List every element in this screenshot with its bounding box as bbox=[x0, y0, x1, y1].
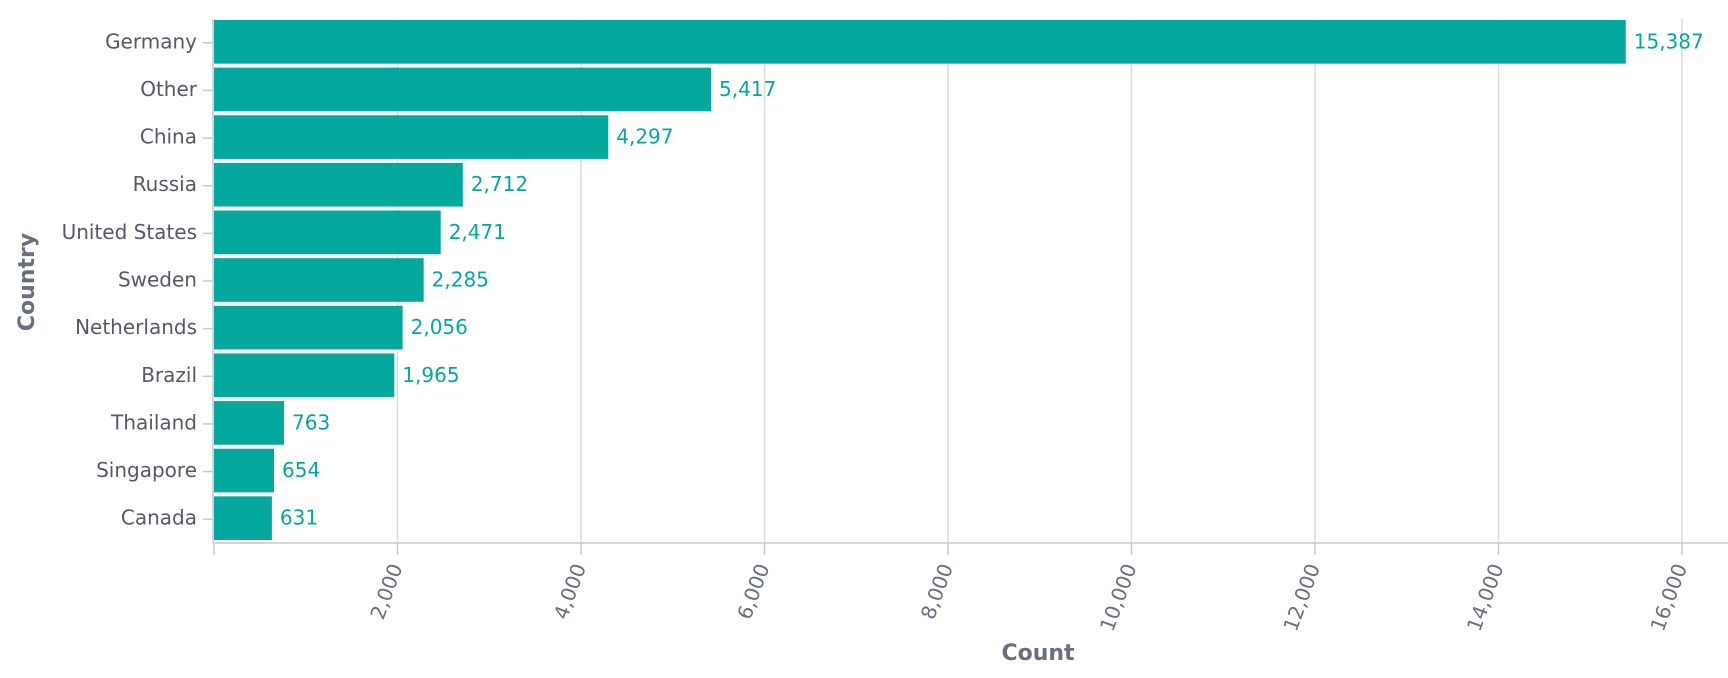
x-tick-label: 16,000 bbox=[1645, 560, 1691, 634]
x-tick-label: 12,000 bbox=[1278, 560, 1324, 634]
category-label: United States bbox=[62, 220, 197, 244]
category-label: Germany bbox=[105, 29, 197, 53]
category-label: Other bbox=[140, 77, 198, 101]
data-label: 2,712 bbox=[471, 172, 528, 196]
bar-netherlands[interactable] bbox=[214, 305, 403, 350]
x-axis-title: Count bbox=[1001, 641, 1075, 666]
bar-brazil[interactable] bbox=[214, 353, 395, 398]
category-label: Canada bbox=[121, 506, 197, 530]
bar-china[interactable] bbox=[214, 115, 609, 159]
bar-canada[interactable] bbox=[214, 496, 272, 540]
x-tick-label: 2,000 bbox=[365, 560, 407, 622]
x-tick-label: 4,000 bbox=[549, 560, 591, 622]
bar-thailand[interactable] bbox=[214, 401, 285, 445]
bars bbox=[214, 20, 1626, 540]
data-label: 631 bbox=[280, 506, 318, 530]
data-label: 2,471 bbox=[449, 220, 506, 244]
data-label: 763 bbox=[292, 410, 330, 434]
x-tick-label: 10,000 bbox=[1095, 560, 1141, 634]
data-label: 654 bbox=[282, 458, 320, 482]
bar-other[interactable] bbox=[214, 67, 712, 112]
bar-sweden[interactable] bbox=[214, 258, 424, 302]
category-label: Thailand bbox=[110, 410, 197, 434]
data-label: 15,387 bbox=[1634, 29, 1704, 53]
category-label: Singapore bbox=[96, 458, 197, 482]
bar-united-states[interactable] bbox=[214, 210, 441, 255]
category-label: Netherlands bbox=[75, 315, 197, 339]
axes bbox=[203, 19, 1728, 555]
x-tick-label: 6,000 bbox=[732, 560, 774, 622]
data-label: 2,056 bbox=[411, 315, 468, 339]
bar-russia[interactable] bbox=[214, 162, 463, 207]
category-label: Brazil bbox=[141, 363, 197, 387]
category-label: Russia bbox=[133, 172, 197, 196]
category-label: China bbox=[140, 125, 197, 149]
x-tick-label: 8,000 bbox=[916, 560, 958, 622]
bar-germany[interactable] bbox=[214, 20, 1626, 64]
data-label: 2,285 bbox=[432, 268, 489, 292]
data-label: 5,417 bbox=[719, 77, 776, 101]
data-label: 4,297 bbox=[616, 125, 673, 149]
category-label: Sweden bbox=[118, 268, 197, 292]
bar-singapore[interactable] bbox=[214, 448, 275, 493]
x-tick-label: 14,000 bbox=[1462, 560, 1508, 634]
data-label: 1,965 bbox=[402, 363, 459, 387]
y-axis-title: Country bbox=[15, 233, 40, 331]
